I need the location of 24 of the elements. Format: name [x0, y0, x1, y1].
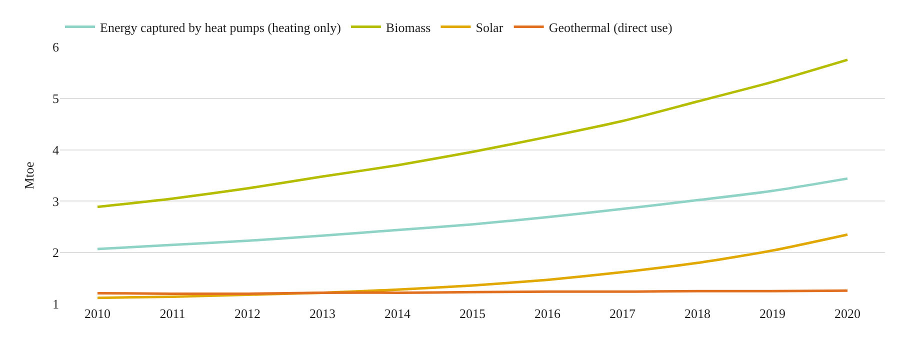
x-tick-label: 2018 [684, 306, 710, 321]
x-tick-label: 2020 [834, 306, 860, 321]
x-tick-label: 2011 [160, 306, 186, 321]
x-tick-label: 2014 [384, 306, 411, 321]
y-tick-label: 3 [52, 194, 59, 209]
x-tick-label: 2010 [84, 306, 110, 321]
x-tick-label: 2013 [310, 306, 336, 321]
x-tick-label: 2016 [534, 306, 561, 321]
legend-label: Solar [476, 20, 504, 35]
x-tick-label: 2017 [610, 306, 636, 321]
y-tick-label: 5 [52, 90, 59, 106]
y-tick-label: 6 [52, 40, 60, 55]
x-tick-label: 2012 [234, 306, 260, 321]
legend-label: Geothermal (direct use) [548, 20, 672, 35]
line-series [96, 58, 849, 208]
legend-label: Biomass [386, 20, 431, 35]
y-tick-label: 2 [52, 245, 59, 260]
y-axis-title: Mtoe [21, 162, 36, 190]
y-tick-label: 1 [52, 296, 59, 312]
line-series [96, 177, 849, 250]
y-tick-label: 4 [52, 142, 60, 158]
x-tick-label: 2019 [760, 306, 786, 321]
x-tick-label: 2015 [460, 306, 486, 321]
legend-label: Energy captured by heat pumps (heating only) [100, 20, 341, 35]
